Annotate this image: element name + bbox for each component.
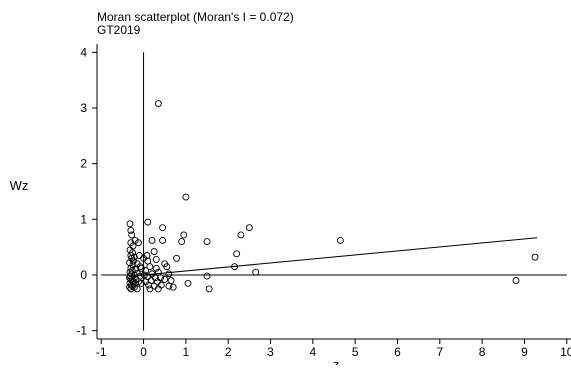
data-point (157, 274, 164, 282)
data-point (165, 282, 173, 290)
data-point (129, 257, 137, 265)
data-point (126, 283, 134, 291)
data-point (531, 253, 539, 261)
x-tick-label: 4 (309, 345, 316, 359)
fit-line (128, 237, 538, 277)
data-point (144, 218, 152, 226)
data-point (146, 285, 154, 293)
scatter-points (126, 100, 539, 293)
data-point (133, 285, 141, 293)
data-point (173, 254, 181, 262)
data-point (147, 277, 155, 285)
x-tick-label: 3 (267, 345, 274, 359)
data-point (245, 224, 253, 232)
x-tick-label: 5 (352, 345, 359, 359)
data-point (144, 257, 152, 265)
data-point (127, 252, 135, 259)
data-point (167, 277, 175, 285)
data-point (205, 285, 213, 293)
y-tick-label: 3 (80, 101, 87, 115)
data-point (126, 220, 134, 228)
data-point (154, 285, 162, 293)
y-tick-label: 1 (80, 212, 87, 226)
data-point (143, 252, 151, 259)
x-axis-title: z (333, 357, 340, 365)
data-point (252, 268, 260, 276)
data-point (159, 237, 167, 244)
data-point (165, 270, 173, 278)
data-point (146, 263, 154, 271)
x-tick-label: 6 (394, 345, 401, 359)
data-point (237, 231, 245, 239)
x-tick-label: 8 (479, 345, 486, 359)
data-point (178, 238, 186, 246)
y-tick-label: 2 (80, 157, 87, 171)
y-tick-label: -1 (76, 324, 87, 338)
data-point (161, 275, 169, 283)
data-point (148, 237, 156, 244)
x-tick-label: 1 (183, 345, 190, 359)
data-point (136, 263, 144, 271)
data-point (159, 224, 167, 232)
data-point (127, 227, 135, 234)
data-point (203, 238, 211, 246)
data-point (127, 239, 135, 247)
chart-title: Moran scatterplot (Moran's I = 0.072) (97, 10, 294, 24)
y-tick-label: 4 (80, 45, 87, 59)
data-point (152, 255, 160, 263)
data-point (126, 272, 134, 280)
data-point (142, 267, 150, 274)
data-point (180, 231, 188, 239)
data-point (150, 248, 158, 256)
data-point (148, 270, 156, 278)
data-point (137, 279, 145, 287)
data-point (157, 281, 165, 289)
fit-line-group (128, 237, 538, 277)
data-point (203, 272, 211, 280)
x-tick-label: 10 (560, 345, 571, 359)
data-point (161, 260, 169, 268)
data-point (336, 237, 344, 244)
data-point (184, 279, 192, 287)
chart-subtitle: GT2019 (97, 23, 141, 37)
x-tick-label: 9 (521, 345, 528, 359)
data-point (512, 277, 520, 285)
data-point (154, 100, 162, 108)
y-axis-title: Wz (10, 178, 29, 193)
x-tick-label: 2 (225, 345, 232, 359)
data-point (135, 252, 143, 259)
data-point (152, 264, 160, 272)
x-tick-label: -1 (96, 345, 107, 359)
x-tick-label: 0 (140, 345, 147, 359)
axes: -1 0 1 2 3 4 -1 0 1 2 3 4 5 6 7 8 9 10 (76, 44, 571, 359)
data-point (231, 263, 238, 271)
data-point (135, 239, 142, 247)
data-point (233, 250, 241, 258)
x-tick-label: 7 (436, 345, 443, 359)
data-point (182, 193, 190, 201)
data-point (140, 271, 148, 279)
data-point (169, 283, 177, 291)
y-tick-label: 0 (80, 268, 87, 282)
data-point (128, 231, 136, 239)
data-point (137, 264, 145, 272)
